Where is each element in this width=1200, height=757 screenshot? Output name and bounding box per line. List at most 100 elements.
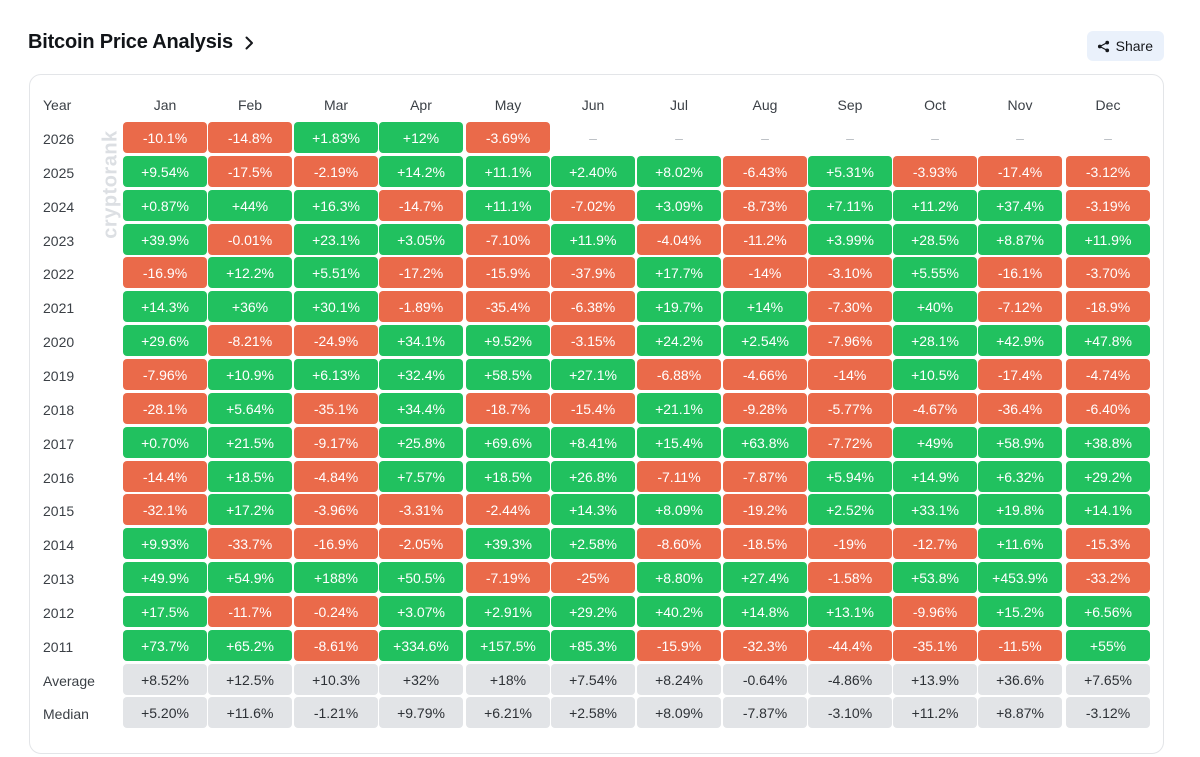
chevron-right-icon [245,36,253,50]
return-cell: +8.80% [637,562,721,593]
return-cell: +23.1% [294,224,378,255]
return-cell: -7.96% [123,359,207,390]
return-cell: – [931,129,939,146]
return-cell: +34.4% [379,393,463,424]
return-cell: -33.2% [1066,562,1150,593]
return-cell: +2.40% [551,156,635,187]
return-cell: -7.12% [978,291,1062,322]
return-cell: +34.1% [379,325,463,356]
return-cell: -8.21% [208,325,292,356]
return-cell: -9.28% [723,393,807,424]
return-cell: -17.5% [208,156,292,187]
summary-cell: +9.79% [379,697,463,728]
return-cell: -17.4% [978,359,1062,390]
return-cell: +63.8% [723,427,807,458]
return-cell: +21.5% [208,427,292,458]
title-link[interactable]: Bitcoin Price Analysis [28,31,257,54]
return-cell: +2.58% [551,528,635,559]
return-cell: +9.52% [466,325,550,356]
return-cell: +453.9% [978,562,1062,593]
return-cell: – [761,129,769,146]
share-button[interactable]: Share [1086,31,1164,61]
summary-cell: +2.58% [551,697,635,728]
return-cell: +27.4% [723,562,807,593]
return-cell: +11.1% [466,156,550,187]
return-cell: +5.55% [893,257,977,288]
return-cell: -11.7% [208,596,292,627]
return-cell: -18.5% [723,528,807,559]
return-cell: +11.9% [551,224,635,255]
return-cell: +6.32% [978,461,1062,492]
return-cell: +55% [1066,630,1150,661]
return-cell: +47.8% [1066,325,1150,356]
return-cell: +15.2% [978,596,1062,627]
return-cell: +18.5% [208,461,292,492]
return-cell: -7.10% [466,224,550,255]
summary-cell: +8.87% [978,697,1062,728]
return-cell: +9.93% [123,528,207,559]
return-cell: -5.77% [808,393,892,424]
month-header-nov: Nov [1007,97,1033,113]
return-cell: -32.3% [723,630,807,661]
month-header-feb: Feb [237,97,263,113]
return-cell: -4.67% [893,393,977,424]
return-cell: -3.10% [808,257,892,288]
return-cell: +15.4% [637,427,721,458]
return-cell: -14.8% [208,122,292,153]
year-label: 2023 [43,233,75,249]
return-cell: +13.1% [808,596,892,627]
return-cell: -4.04% [637,224,721,255]
return-cell: +73.7% [123,630,207,661]
summary-cell: +7.54% [551,664,635,695]
return-cell: +11.6% [978,528,1062,559]
return-cell: +6.56% [1066,596,1150,627]
return-cell: +49% [893,427,977,458]
year-label: 2019 [43,368,75,384]
return-cell: -8.73% [723,190,807,221]
summary-cell: +12.5% [208,664,292,695]
share-icon [1097,40,1109,52]
return-cell: -17.4% [978,156,1062,187]
return-cell: +54.9% [208,562,292,593]
return-cell: -2.19% [294,156,378,187]
return-cell: – [675,129,683,146]
year-label: 2017 [43,436,75,452]
return-cell: +36% [208,291,292,322]
return-cell: +21.1% [637,393,721,424]
month-header-may: May [494,97,522,113]
return-cell: -7.11% [637,461,721,492]
return-cell: -35.1% [294,393,378,424]
return-cell: +44% [208,190,292,221]
return-cell: +14.3% [551,494,635,525]
return-cell: +11.9% [1066,224,1150,255]
summary-label: Average [43,673,95,689]
month-header-apr: Apr [410,97,432,113]
return-cell: -18.7% [466,393,550,424]
return-cell: +10.9% [208,359,292,390]
return-cell: -19.2% [723,494,807,525]
return-cell: -12.7% [893,528,977,559]
return-cell: -17.2% [379,257,463,288]
return-cell: +2.91% [466,596,550,627]
return-cell: -2.44% [466,494,550,525]
return-cell: +17.2% [208,494,292,525]
return-cell: -4.74% [1066,359,1150,390]
return-cell: -35.4% [466,291,550,322]
return-cell: -7.72% [808,427,892,458]
return-cell: +1.83% [294,122,378,153]
year-label: 2026 [43,131,75,147]
return-cell: -7.02% [551,190,635,221]
return-cell: +9.54% [123,156,207,187]
summary-cell: +11.6% [208,697,292,728]
return-cell: -3.93% [893,156,977,187]
return-cell: -15.3% [1066,528,1150,559]
return-cell: +157.5% [466,630,550,661]
return-cell: -3.96% [294,494,378,525]
year-label: 2018 [43,402,75,418]
return-cell: -37.9% [551,257,635,288]
summary-cell: +18% [466,664,550,695]
return-cell: -15.9% [466,257,550,288]
return-cell: +32.4% [379,359,463,390]
month-header-sep: Sep [837,97,863,113]
return-cell: -6.40% [1066,393,1150,424]
